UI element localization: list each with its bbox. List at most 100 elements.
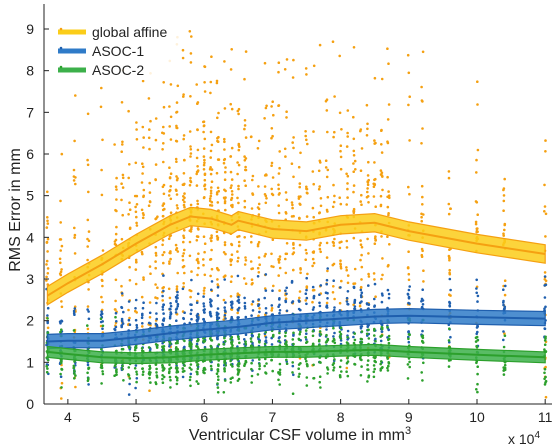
scatter-point bbox=[182, 316, 185, 320]
scatter-point bbox=[169, 251, 172, 255]
scatter-point bbox=[332, 244, 336, 247]
scatter-point bbox=[408, 360, 411, 364]
scatter-point bbox=[174, 139, 178, 143]
scatter-point bbox=[257, 240, 261, 244]
scatter-point bbox=[236, 364, 240, 367]
scatter-point bbox=[161, 299, 164, 302]
scatter-point bbox=[196, 372, 199, 376]
scatter-point bbox=[175, 189, 178, 192]
scatter-point bbox=[188, 183, 192, 187]
scatter-point bbox=[372, 195, 376, 198]
scatter-point bbox=[292, 246, 295, 250]
scatter-point bbox=[331, 40, 335, 43]
scatter-point bbox=[100, 193, 104, 197]
scatter-point bbox=[161, 131, 164, 135]
scatter-point bbox=[142, 146, 145, 149]
scatter-point bbox=[115, 373, 118, 376]
scatter-point bbox=[243, 305, 247, 308]
scatter-point bbox=[381, 175, 384, 178]
scatter-point bbox=[379, 194, 383, 198]
scatter-point bbox=[278, 289, 281, 292]
scatter-point bbox=[203, 158, 206, 162]
scatter-point bbox=[147, 204, 151, 207]
scatter-point bbox=[305, 296, 309, 300]
scatter-point bbox=[352, 162, 355, 165]
scatter-point bbox=[503, 307, 506, 310]
scatter-point bbox=[543, 339, 547, 342]
scatter-point bbox=[60, 300, 63, 303]
scatter-point bbox=[544, 279, 548, 283]
scatter-point bbox=[236, 368, 240, 371]
scatter-point bbox=[299, 151, 302, 155]
scatter-point bbox=[244, 359, 248, 363]
scatter-point bbox=[169, 342, 172, 345]
scatter-point bbox=[148, 265, 152, 268]
scatter-point bbox=[408, 285, 412, 288]
scatter-point bbox=[277, 211, 281, 215]
scatter-point bbox=[134, 386, 137, 390]
scatter-point bbox=[236, 109, 240, 113]
scatter-point bbox=[325, 301, 329, 305]
scatter-point bbox=[278, 166, 281, 170]
scatter-point bbox=[86, 308, 89, 311]
scatter-point bbox=[311, 170, 315, 173]
scatter-point bbox=[121, 320, 124, 323]
scatter-point bbox=[154, 322, 158, 326]
scatter-point bbox=[113, 374, 116, 378]
scatter-point bbox=[352, 282, 355, 286]
scatter-point bbox=[305, 341, 308, 345]
scatter-point bbox=[305, 215, 309, 218]
scatter-point bbox=[387, 190, 390, 193]
scatter-point bbox=[148, 191, 152, 194]
scatter-point bbox=[101, 327, 104, 331]
scatter-point bbox=[374, 295, 377, 299]
scatter-point bbox=[345, 300, 349, 303]
scatter-point bbox=[148, 311, 152, 315]
scatter-point bbox=[59, 375, 63, 379]
scatter-point bbox=[285, 116, 288, 119]
scatter-point bbox=[360, 325, 364, 328]
scatter-point bbox=[346, 329, 350, 333]
scatter-point bbox=[87, 317, 91, 321]
scatter-point bbox=[271, 134, 274, 138]
scatter-point bbox=[230, 184, 233, 187]
scatter-point bbox=[190, 303, 193, 307]
scatter-point bbox=[331, 240, 335, 244]
scatter-point bbox=[60, 244, 64, 248]
scatter-point bbox=[229, 102, 232, 106]
scatter-point bbox=[264, 357, 267, 361]
scatter-point bbox=[318, 360, 322, 364]
scatter-point bbox=[236, 311, 239, 315]
scatter-point bbox=[176, 305, 179, 308]
scatter-point bbox=[346, 290, 350, 293]
scatter-point bbox=[243, 301, 247, 305]
y-tick-label: 6 bbox=[26, 146, 34, 162]
scatter-point bbox=[299, 362, 302, 365]
scatter-point bbox=[46, 306, 50, 310]
scatter-point bbox=[317, 169, 321, 173]
scatter-point bbox=[162, 202, 166, 205]
scatter-point bbox=[121, 213, 124, 217]
scatter-point bbox=[174, 341, 178, 345]
scatter-point bbox=[135, 326, 139, 329]
scatter-point bbox=[475, 388, 478, 391]
scatter-point bbox=[422, 361, 425, 365]
scatter-point bbox=[297, 375, 301, 378]
scatter-point bbox=[346, 302, 349, 306]
scatter-point bbox=[183, 196, 186, 200]
scatter-point bbox=[188, 229, 192, 232]
scatter-point bbox=[298, 185, 302, 189]
y-tick-label: 3 bbox=[26, 271, 34, 287]
scatter-point bbox=[476, 330, 479, 334]
scatter-point bbox=[284, 334, 287, 338]
scatter-point bbox=[208, 310, 212, 314]
scatter-point bbox=[543, 271, 547, 274]
scatter-point bbox=[120, 101, 124, 104]
scatter-point bbox=[380, 300, 384, 304]
scatter-point bbox=[318, 247, 322, 251]
scatter-point bbox=[264, 273, 268, 276]
scatter-point bbox=[209, 360, 212, 363]
scatter-point bbox=[168, 176, 172, 180]
scatter-point bbox=[175, 362, 178, 366]
scatter-point bbox=[502, 209, 505, 212]
